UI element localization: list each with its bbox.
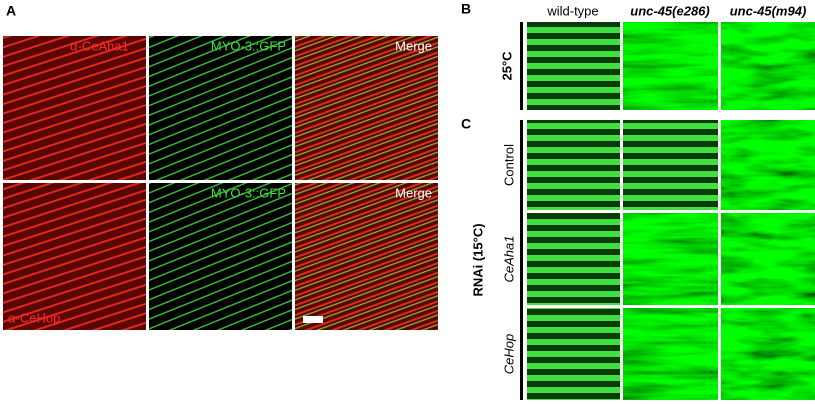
- image: [721, 120, 815, 210]
- row-label: Control: [501, 144, 516, 186]
- image: [623, 213, 718, 305]
- image-label: α-CeHop: [8, 310, 60, 325]
- panel-a-images: [3, 36, 438, 330]
- panel-c-images: [527, 120, 815, 400]
- panel-label: C: [461, 116, 471, 132]
- image: [623, 22, 718, 110]
- image: [527, 213, 620, 305]
- row-label: CeHop: [501, 334, 516, 374]
- image: [295, 183, 438, 330]
- image-label: Merge: [395, 185, 432, 200]
- image-label: MYO-3::GFP: [211, 185, 286, 200]
- row-label: 25°C: [499, 51, 514, 81]
- image: [623, 308, 718, 400]
- row-label: CeAha1: [501, 236, 516, 283]
- panel-b-images: [527, 22, 815, 110]
- panel-label: B: [461, 1, 471, 17]
- image: [3, 36, 146, 180]
- image-label: MYO-3::GFP: [211, 38, 286, 53]
- column-label: unc-45(e286): [630, 3, 709, 18]
- scale-bar: [303, 316, 323, 323]
- image: [527, 120, 620, 210]
- image: [527, 22, 620, 110]
- group-label: RNAi (15°C): [470, 223, 485, 296]
- image: [721, 22, 815, 110]
- image: [3, 183, 146, 330]
- bracket: [520, 120, 523, 400]
- image: [721, 213, 815, 305]
- image-label: α-CeAha1: [70, 38, 129, 53]
- image: [295, 36, 438, 180]
- image: [527, 308, 620, 400]
- image: [149, 36, 292, 180]
- image: [623, 120, 718, 210]
- column-label: wild-type: [546, 3, 598, 18]
- image: [149, 183, 292, 330]
- bracket: [520, 22, 523, 110]
- panel-label: A: [6, 3, 16, 19]
- column-label: unc-45(m94): [730, 3, 807, 18]
- image-label: Merge: [395, 38, 432, 53]
- image: [721, 308, 815, 400]
